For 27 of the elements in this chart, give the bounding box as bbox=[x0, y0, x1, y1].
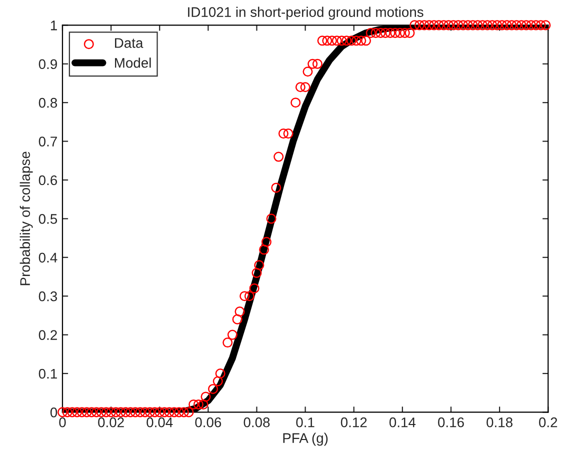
legend-label: Data bbox=[115, 38, 144, 48]
y-tick-label: 0.9 bbox=[38, 59, 57, 70]
x-tick-label: 0.18 bbox=[486, 417, 512, 428]
x-tick-label: 0.08 bbox=[244, 417, 270, 428]
y-tick-label: 1 bbox=[50, 20, 57, 30]
x-tick-label: 0.1 bbox=[296, 417, 314, 428]
chart-title: ID1021 in short-period ground motions bbox=[188, 6, 424, 20]
x-tick-label: 0 bbox=[59, 417, 66, 428]
x-tick-label: 0.06 bbox=[195, 417, 222, 428]
y-tick-label: 0.7 bbox=[38, 136, 57, 146]
y-axis-title: Probability of collapse bbox=[20, 152, 33, 286]
y-tick-label: 0.8 bbox=[38, 98, 58, 108]
y-tick-label: 0.3 bbox=[38, 291, 58, 302]
x-tick-label: 0.16 bbox=[438, 417, 464, 428]
y-tick-label: 0.4 bbox=[38, 252, 58, 263]
x-axis-title: PFA (g) bbox=[283, 432, 328, 446]
legend-label: Model bbox=[115, 58, 151, 68]
y-tick-label: 0 bbox=[50, 408, 58, 418]
x-tick-label: 0.12 bbox=[340, 417, 367, 428]
y-tick-label: 0.6 bbox=[38, 175, 58, 186]
x-tick-label: 0.04 bbox=[146, 417, 173, 428]
x-tick-label: 0.02 bbox=[98, 417, 124, 428]
y-tick-label: 0.5 bbox=[38, 214, 58, 224]
x-tick-label: 0.14 bbox=[389, 417, 416, 428]
y-tick-label: 0.1 bbox=[38, 368, 57, 379]
x-tick-label: 0.2 bbox=[539, 417, 558, 428]
y-tick-label: 0.2 bbox=[38, 330, 57, 340]
